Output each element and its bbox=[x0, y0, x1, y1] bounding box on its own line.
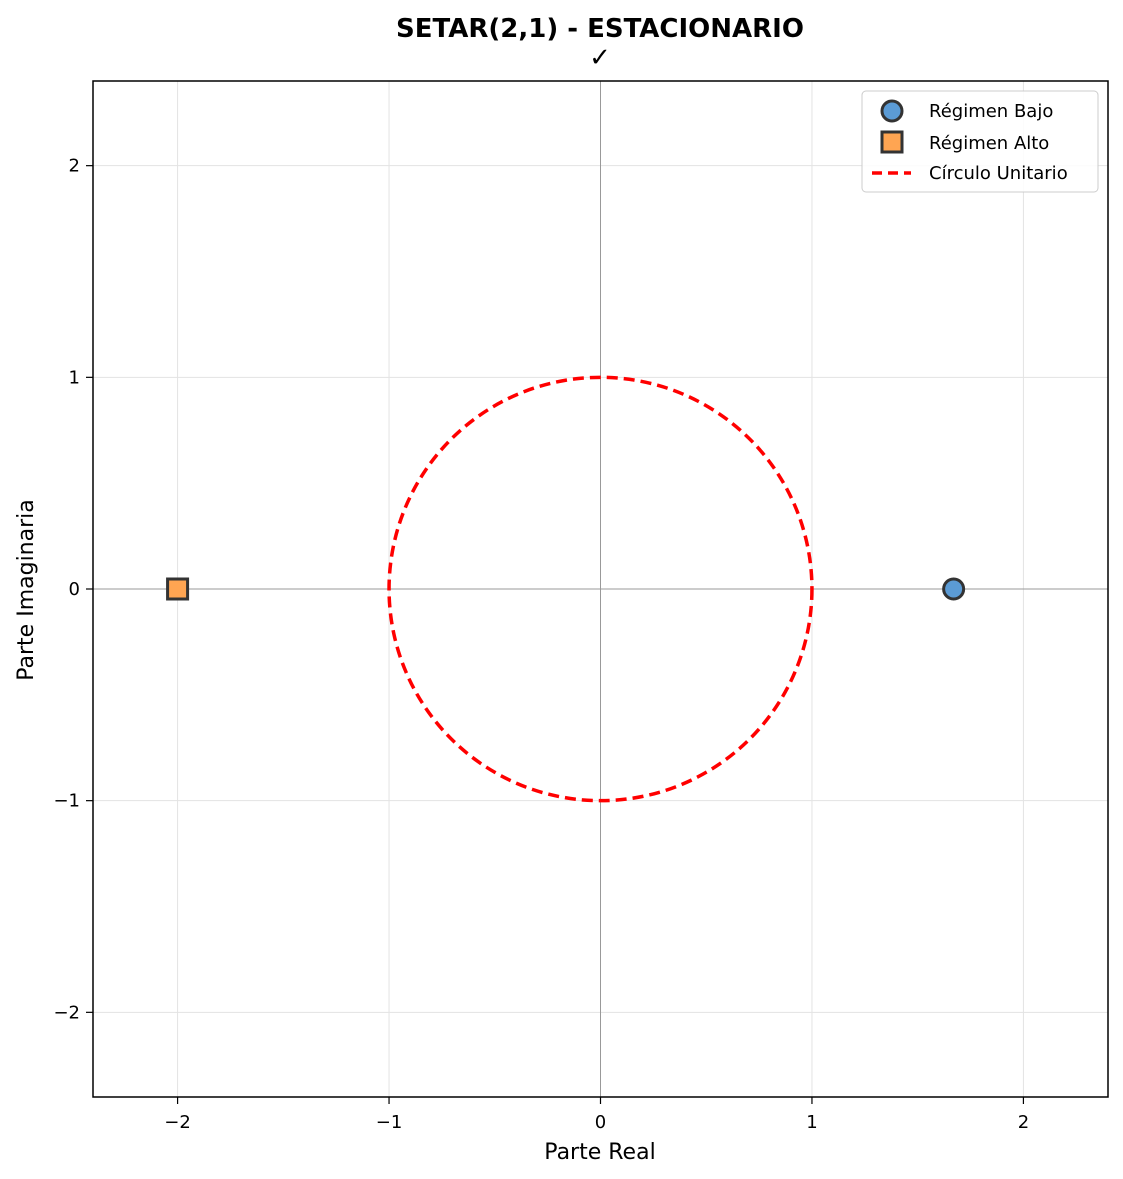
legend-label-circulo-unitario: Círculo Unitario bbox=[929, 163, 1068, 184]
point-regimen-alto bbox=[166, 577, 190, 601]
legend-label-regimen-bajo: Régimen Bajo bbox=[929, 101, 1053, 122]
unit-circle-layer bbox=[387, 375, 814, 803]
x-tick-label: 0 bbox=[595, 1112, 606, 1133]
y-tick-label: 0 bbox=[69, 579, 80, 600]
x-tick-label: 1 bbox=[806, 1112, 817, 1133]
y-axis-label: Parte Imaginaria bbox=[14, 499, 39, 681]
unit-circle bbox=[387, 375, 814, 803]
x-tick-label: −2 bbox=[164, 1112, 191, 1133]
point-regimen-bajo bbox=[942, 577, 966, 601]
y-tick-label: 2 bbox=[69, 156, 80, 177]
y-tick-label: 1 bbox=[69, 367, 80, 388]
x-tick-label: −1 bbox=[376, 1112, 403, 1133]
legend-box bbox=[861, 90, 1099, 193]
legend: Régimen Bajo Régimen Alto Círculo Unitar… bbox=[861, 90, 1099, 193]
points-layer bbox=[166, 577, 966, 601]
legend-marker-regimen-alto bbox=[880, 130, 904, 154]
x-axis-label: Parte Real bbox=[544, 1140, 655, 1165]
y-tick-label: −1 bbox=[53, 791, 80, 812]
legend-label-regimen-alto: Régimen Alto bbox=[929, 133, 1049, 154]
ticks-layer: −2 −1 0 1 2 −2 −1 0 1 2 bbox=[53, 156, 1029, 1133]
y-tick-label: −2 bbox=[53, 1002, 80, 1023]
chart-title: SETAR(2,1) - ESTACIONARIO bbox=[396, 14, 804, 44]
x-tick-label: 2 bbox=[1018, 1112, 1029, 1133]
plot-frame bbox=[92, 80, 1109, 1098]
zero-lines bbox=[93, 81, 1108, 1097]
legend-marker-regimen-bajo bbox=[880, 99, 904, 123]
chart-title-checkmark: ✓ bbox=[589, 43, 611, 73]
